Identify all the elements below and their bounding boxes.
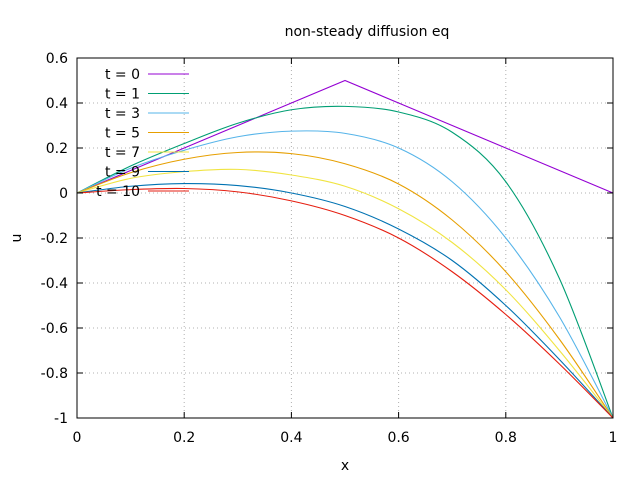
y-tick-label: -1: [54, 411, 68, 427]
chart-title: non-steady diffusion eq: [285, 24, 450, 40]
ticks: [76, 57, 614, 419]
y-tick-label: 0.6: [46, 51, 68, 67]
series-line-4: [76, 168, 614, 419]
series-line-2: [76, 130, 614, 419]
x-tick-label: 0: [73, 430, 82, 446]
legend-label: t = 10: [96, 184, 140, 200]
legend-label: t = 1: [105, 87, 140, 103]
legend: t = 0 t = 1 t = 3 t = 5 t = 7 t = 9 t = 10: [96, 67, 189, 200]
grid: [77, 58, 613, 418]
y-tick-label: -0.2: [41, 231, 68, 247]
series-group: [76, 79, 614, 419]
x-tick-label: 0.2: [173, 430, 195, 446]
series-line-1: [76, 105, 614, 419]
series-line-6: [76, 187, 614, 419]
series-line-3: [76, 151, 614, 419]
legend-label: t = 5: [105, 126, 140, 142]
y-tick-label: -0.6: [41, 321, 68, 337]
x-tick-label: 1: [609, 430, 618, 446]
legend-label: t = 9: [105, 165, 140, 181]
legend-label: t = 7: [105, 145, 140, 161]
y-axis-title: u: [9, 234, 25, 243]
y-tick-label: -0.4: [41, 276, 68, 292]
y-tick-label: 0: [59, 186, 68, 202]
y-tick-label: 0.2: [46, 141, 68, 157]
y-tick-label: -0.8: [41, 366, 68, 382]
y-tick-label: 0.4: [46, 96, 68, 112]
legend-label: t = 3: [105, 106, 140, 122]
series-line-5: [76, 182, 614, 419]
tick-labels: 0 0.2 0.4 0.6 0.8 1 -1 -0.8 -0.6 -0.4 -0.2 0 0.2 0.4 0…: [41, 51, 618, 446]
legend-label: t = 0: [105, 67, 140, 83]
x-axis-title: x: [341, 458, 349, 474]
x-tick-label: 0.8: [495, 430, 517, 446]
x-tick-label: 0.4: [280, 430, 302, 446]
x-tick-label: 0.6: [387, 430, 409, 446]
